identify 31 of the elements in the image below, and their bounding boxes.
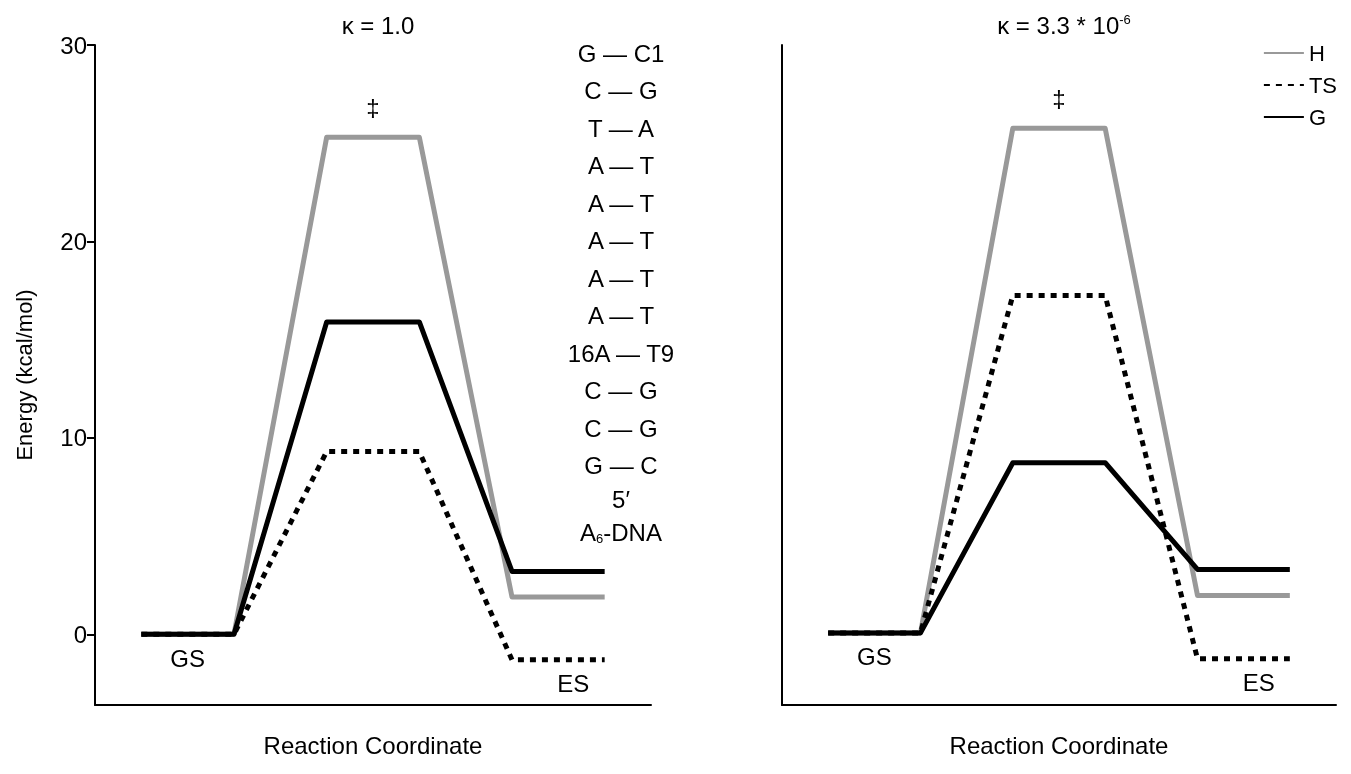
y-tick-label: 20 (60, 227, 87, 255)
y-tick-label: 10 (60, 424, 87, 452)
annotation: C — G (584, 414, 658, 442)
annotation: ‡ (366, 93, 380, 121)
annotation: 16A — T9 (567, 339, 675, 367)
annotation: A — T (587, 152, 655, 179)
annotation: A — T (587, 302, 655, 329)
y-axis-title: Energy (kcal/mol) (11, 289, 37, 461)
annotation: A — T (587, 227, 655, 254)
x-axis-title: Reaction Coordinate (949, 731, 1168, 759)
annotation: GS (856, 643, 892, 671)
annotation: ES (1242, 669, 1275, 697)
x-axis-title: Reaction Coordinate (263, 731, 483, 759)
annotation: 5′ (612, 485, 631, 513)
y-tick-label: 0 (73, 620, 87, 648)
annotation: T — A (587, 114, 655, 142)
annotation: A — T (587, 264, 655, 292)
annotation: G — C (584, 452, 658, 479)
legend-label: TS (1308, 72, 1337, 98)
y-tick-label: 30 (60, 31, 87, 59)
annotation: A6-DNA (580, 519, 662, 546)
annotation: C — G (584, 77, 658, 104)
annotation: G — C1 (577, 39, 665, 67)
text: ‡ (1051, 84, 1066, 112)
chart-title: κ = 1.0 (341, 11, 415, 39)
annotation: C — G (584, 377, 658, 404)
legend-label: G (1308, 104, 1326, 130)
annotation: GS (170, 644, 206, 672)
annotation: ES (557, 670, 590, 698)
legend-label: H (1308, 40, 1325, 66)
annotation: A — T (587, 189, 655, 217)
